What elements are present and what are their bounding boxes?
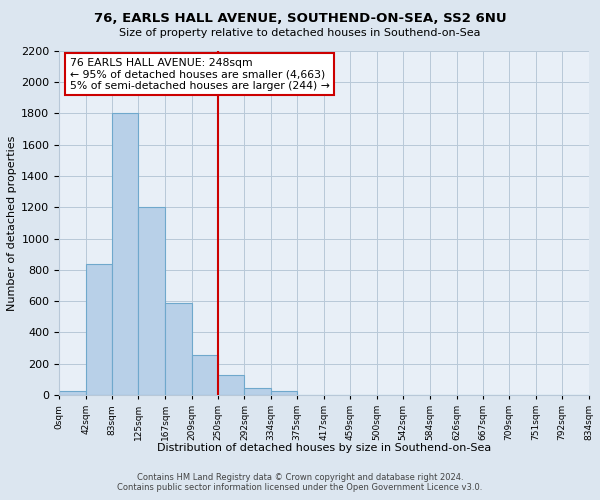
Text: 76 EARLS HALL AVENUE: 248sqm
← 95% of detached houses are smaller (4,663)
5% of : 76 EARLS HALL AVENUE: 248sqm ← 95% of de…: [70, 58, 329, 91]
Bar: [165, 302, 192, 395]
Bar: [86, 264, 112, 395]
Bar: [192, 355, 218, 395]
Text: 76, EARLS HALL AVENUE, SOUTHEND-ON-SEA, SS2 6NU: 76, EARLS HALL AVENUE, SOUTHEND-ON-SEA, …: [94, 12, 506, 26]
Text: Contains HM Land Registry data © Crown copyright and database right 2024.: Contains HM Land Registry data © Crown c…: [137, 474, 463, 482]
Bar: [244, 388, 271, 395]
Bar: [112, 114, 139, 395]
Bar: [218, 376, 244, 395]
Text: Size of property relative to detached houses in Southend-on-Sea: Size of property relative to detached ho…: [119, 28, 481, 38]
X-axis label: Distribution of detached houses by size in Southend-on-Sea: Distribution of detached houses by size …: [157, 443, 491, 453]
Y-axis label: Number of detached properties: Number of detached properties: [7, 135, 17, 310]
Text: Contains public sector information licensed under the Open Government Licence v3: Contains public sector information licen…: [118, 484, 482, 492]
Bar: [271, 391, 297, 395]
Bar: [139, 208, 165, 395]
Bar: [59, 391, 86, 395]
